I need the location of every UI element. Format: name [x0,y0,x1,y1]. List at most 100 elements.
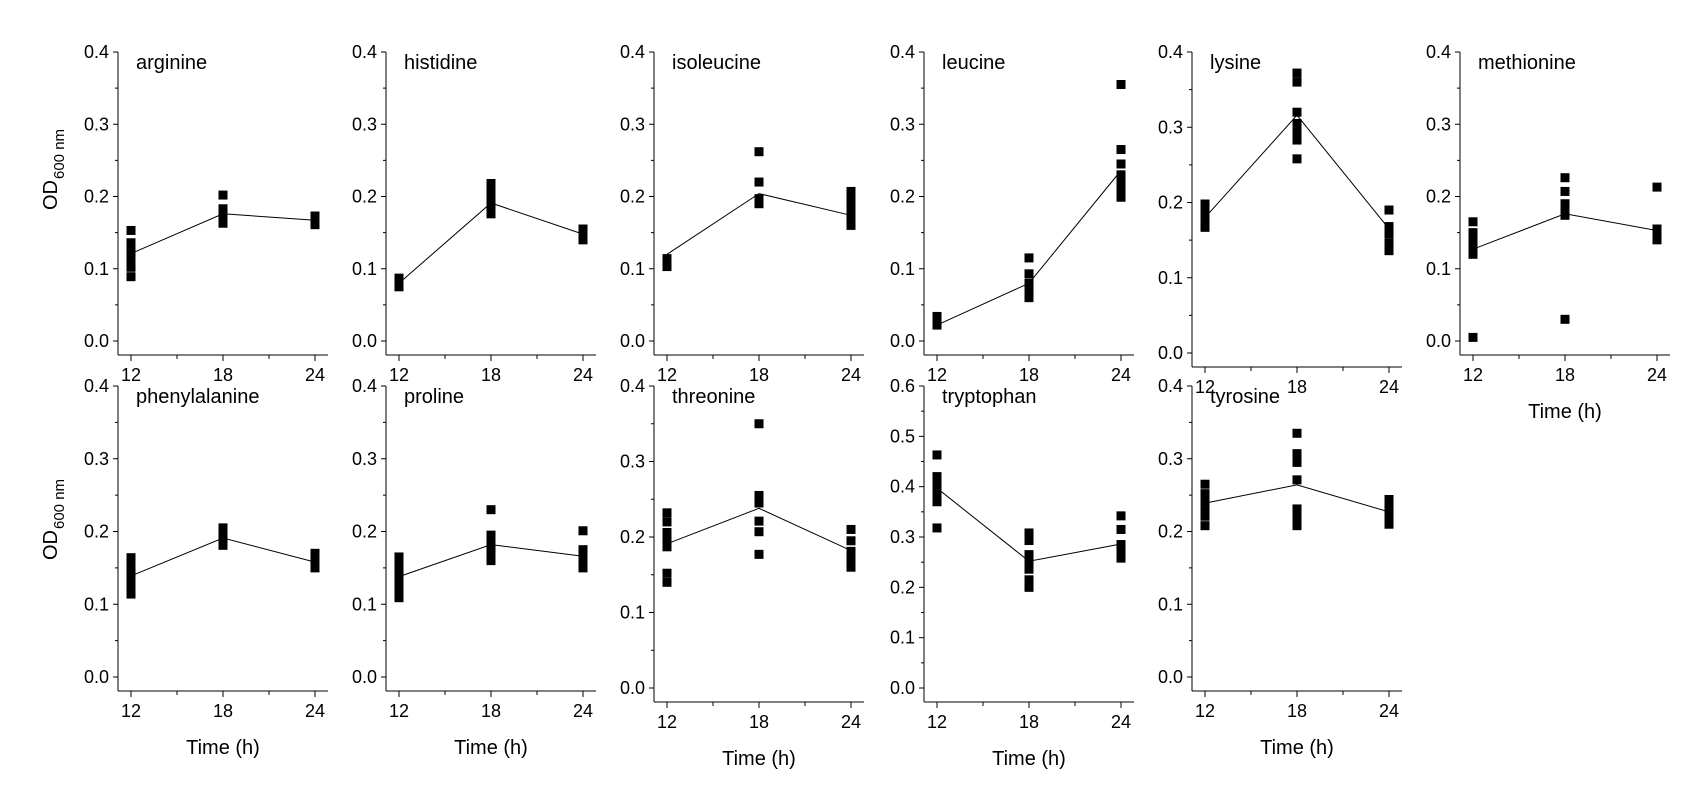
panel-title: methionine [1478,52,1576,74]
data-point [394,552,404,562]
data-point [846,194,856,204]
data-point [1652,224,1662,234]
data-point [1200,222,1210,232]
y-tick-label: 0.4 [890,42,915,62]
data-point [1384,500,1394,510]
x-tick-label: 24 [305,365,325,385]
data-point [1652,182,1662,192]
panel-isoleucine: 0.4 0.3 0.2 0.1 0.0 12 18 24 isoleucine [620,42,864,385]
y-tick-label: 0.0 [352,667,377,687]
data-point [1200,479,1210,489]
data-point [1116,511,1126,521]
data-point [126,238,136,248]
y-tick-label: 0.2 [1158,193,1183,213]
data-point [1384,505,1394,515]
data-point [1292,504,1302,514]
data-point [662,536,672,546]
data-point [662,262,672,272]
y-tick-label: 0.2 [352,187,377,207]
y-tick-label: 0.3 [890,114,915,134]
data-point [1652,235,1662,245]
data-point [754,516,764,526]
data-point [1116,546,1126,556]
y-tick-label: 0.2 [352,522,377,542]
y-tick-label: 0.3 [1158,449,1183,469]
data-point [1200,206,1210,216]
data-point [310,563,320,573]
data-point [1468,249,1478,259]
y-tick-label: 0.0 [1158,667,1183,687]
data-point [1292,449,1302,459]
data-point [1116,159,1126,169]
data-point [662,508,672,518]
data-point [754,147,764,157]
data-point [394,282,404,292]
data-point [1116,145,1126,155]
data-point [1024,286,1034,296]
data-point [126,262,136,272]
data-point [394,570,404,580]
data-point [932,492,942,502]
data-point [1292,107,1302,117]
y-tick-label: 0.3 [1426,114,1451,134]
x-tick-label: 24 [1379,377,1399,397]
y-tick-label: 0.0 [890,678,915,698]
y-tick-label: 0.5 [890,426,915,446]
data-point [846,208,856,218]
data-point [1116,80,1126,90]
data-point [486,550,496,560]
row2-ylabel-main: OD [40,530,62,560]
x-tick-label: 12 [1195,701,1215,721]
data-point [1116,540,1126,550]
data-point [310,220,320,230]
x-tick-label: 12 [389,365,409,385]
data-point [486,178,496,188]
data-point [1200,497,1210,507]
data-point [486,543,496,553]
data-point [1560,199,1570,209]
data-point [1468,228,1478,238]
data-point [486,199,496,209]
y-tick-label: 0.1 [84,594,109,614]
data-point [1384,494,1394,504]
data-point [1024,564,1034,574]
data-point [1200,506,1210,516]
mean-line [1204,484,1390,513]
data-point [486,537,496,547]
data-point [1024,536,1034,546]
x-tick-label: 18 [1555,365,1575,385]
x-tick-label: 18 [749,365,769,385]
x-tick-label: 12 [927,365,947,385]
row2-ylabel: OD 600 nm [40,479,68,560]
x-axis-label: Time (h) [1528,401,1602,423]
data-point [1024,278,1034,288]
y-tick-label: 0.4 [620,376,645,396]
data-point [1560,314,1570,324]
y-tick-label: 0.4 [84,42,109,62]
data-point [1384,519,1394,529]
y-tick-label: 0.6 [890,376,915,396]
y-tick-label: 0.4 [1158,376,1183,396]
data-point [126,272,136,282]
data-point [126,257,136,267]
y-tick-label: 0.0 [1426,331,1451,351]
x-tick-label: 24 [1379,701,1399,721]
data-point [486,186,496,196]
data-point [394,559,404,569]
y-tick-label: 0.2 [620,527,645,547]
data-point [1468,238,1478,248]
panel-title: tyrosine [1210,386,1280,408]
data-point [1384,222,1394,232]
y-tick-label: 0.0 [84,667,109,687]
panel-leucine: 0.4 0.3 0.2 0.1 0.0 12 18 24 leucine [890,42,1134,385]
data-point [662,577,672,587]
x-axis-label: Time (h) [1260,737,1334,759]
x-tick-label: 18 [749,712,769,732]
data-point [1200,217,1210,227]
data-point [754,419,764,429]
data-point [846,562,856,572]
x-tick-label: 12 [927,712,947,732]
data-point [218,218,228,228]
panel-title: arginine [136,52,207,74]
data-point [846,186,856,196]
